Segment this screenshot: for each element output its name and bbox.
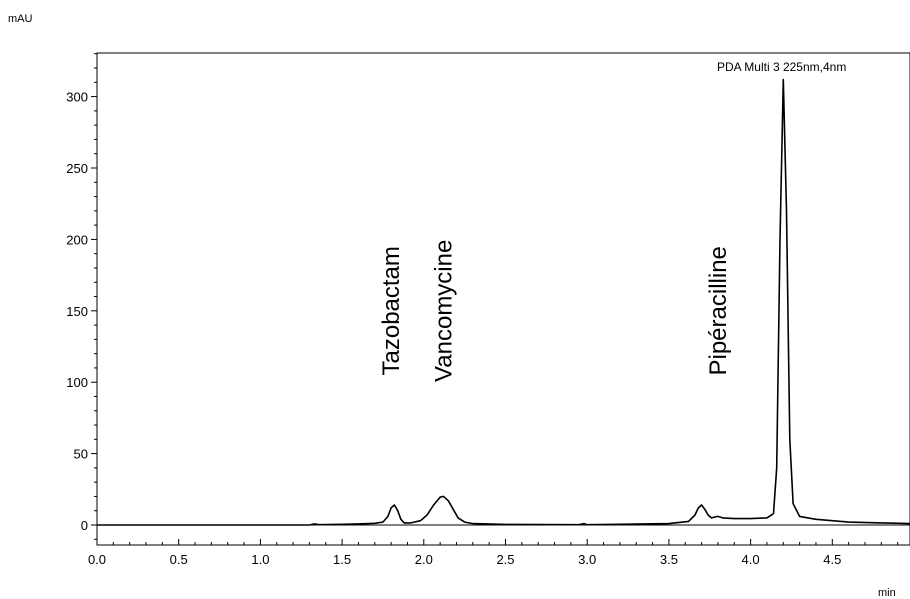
y-tick-label: 250 bbox=[66, 161, 88, 176]
y-tick-label: 0 bbox=[81, 518, 88, 533]
y-tick-label: 100 bbox=[66, 375, 88, 390]
x-tick-label: 1.5 bbox=[333, 552, 351, 567]
y-tick-label: 300 bbox=[66, 90, 88, 105]
y-tick-label: 50 bbox=[74, 447, 88, 462]
y-tick-label: 200 bbox=[66, 232, 88, 247]
trace-label: PDA Multi 3 225nm,4nm bbox=[717, 60, 846, 74]
peak-label-piperacilline: Pipéracilline bbox=[705, 246, 732, 375]
x-tick-label: 4.0 bbox=[742, 552, 760, 567]
peak-label-vancomycine: Vancomycine bbox=[430, 240, 457, 382]
x-tick-label: 0.5 bbox=[170, 552, 188, 567]
plot-area-frame bbox=[96, 52, 910, 546]
x-tick-label: 4.5 bbox=[823, 552, 841, 567]
x-axis: 0.0 0.5 1.0 1.5 2.0 2.5 3.0 3.5 4.0 4.5 bbox=[88, 539, 899, 567]
x-tick-label: 2.0 bbox=[415, 552, 433, 567]
y-axis: 0 50 100 150 200 250 300 bbox=[66, 53, 97, 540]
x-axis-unit-label: min bbox=[878, 587, 896, 599]
y-axis-unit-label: mAU bbox=[8, 13, 33, 25]
x-tick-label: 2.5 bbox=[496, 552, 514, 567]
chromatogram-trace bbox=[97, 78, 910, 526]
peak-label-tazobactam: Tazobactam bbox=[378, 246, 405, 375]
x-tick-label: 3.0 bbox=[578, 552, 596, 567]
x-tick-label: 0.0 bbox=[88, 552, 106, 567]
y-tick-label: 150 bbox=[66, 304, 88, 319]
x-tick-label: 3.5 bbox=[660, 552, 678, 567]
x-tick-label: 1.0 bbox=[251, 552, 269, 567]
